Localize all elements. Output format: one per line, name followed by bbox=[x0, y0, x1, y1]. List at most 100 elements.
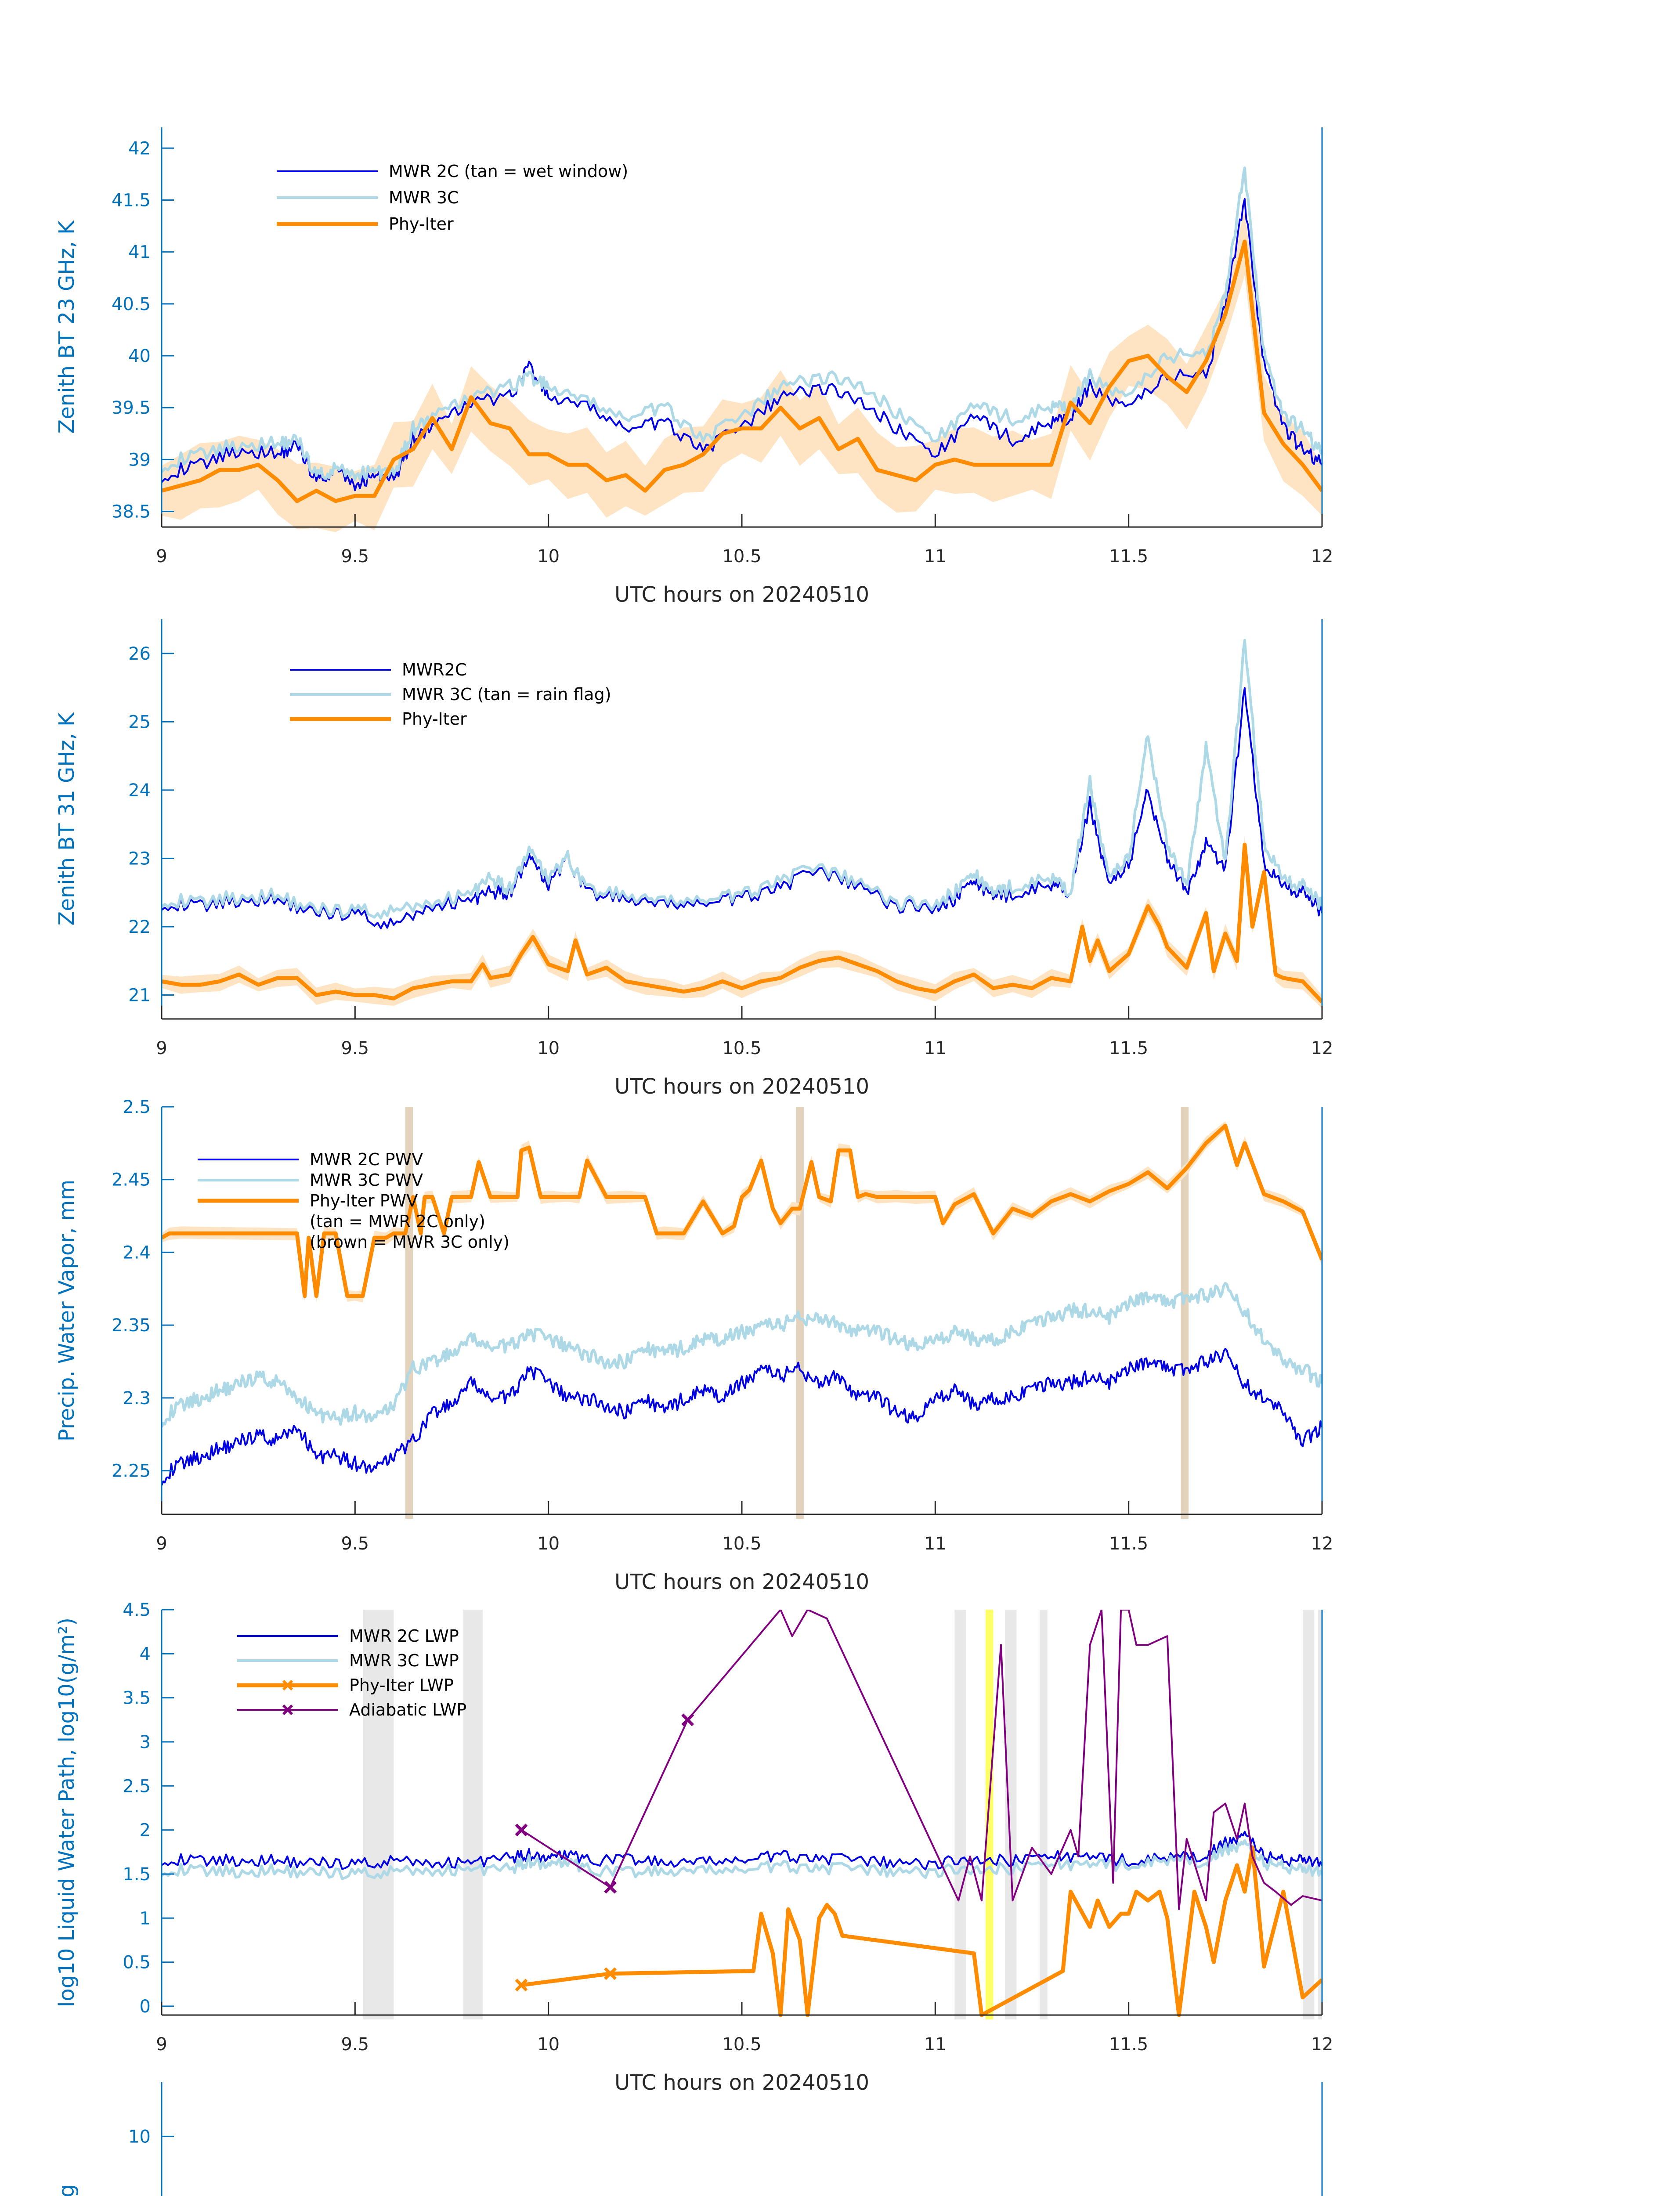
legend-label: Phy-Iter bbox=[389, 214, 454, 234]
legend-label: MWR 2C PWV bbox=[310, 1150, 423, 1169]
plot-area bbox=[162, 166, 1322, 532]
x-tick-label: 10.5 bbox=[722, 1038, 761, 1058]
highlight-window bbox=[1004, 1610, 1017, 2019]
uncertainty-band bbox=[162, 210, 1322, 532]
y-axis-label: Zenith BT 31 GHz, K bbox=[54, 712, 79, 926]
y-tick-label: 26 bbox=[128, 644, 151, 664]
x-tick-label: 10.5 bbox=[722, 2034, 761, 2055]
x-tick-label: 9.5 bbox=[341, 1534, 369, 1554]
x-tick-label: 11.5 bbox=[1109, 2034, 1148, 2055]
y-tick-label: 0.5 bbox=[123, 1953, 151, 1973]
x-tick-label: 11.5 bbox=[1109, 546, 1148, 567]
x-tick-label: 12 bbox=[1311, 1038, 1333, 1058]
legend-label: MWR 3C (tan = rain flag) bbox=[402, 685, 611, 704]
x-tick-label: 11.5 bbox=[1109, 1038, 1148, 1058]
legend-label: (brown = MWR 3C only) bbox=[310, 1232, 509, 1252]
x-tick-label: 10.5 bbox=[722, 1534, 761, 1554]
y-tick-label: 0 bbox=[140, 1997, 151, 2017]
legend-label: MWR 3C PWV bbox=[310, 1170, 423, 1190]
legend-label: MWR 2C (tan = wet window) bbox=[389, 162, 628, 181]
y-tick-label: 2.3 bbox=[123, 1388, 151, 1409]
x-tick-label: 9 bbox=[156, 2034, 167, 2055]
x-marker bbox=[604, 1881, 617, 1894]
legend-label: (tan = MWR 2C only) bbox=[310, 1212, 485, 1231]
y-tick-label: 21 bbox=[128, 986, 151, 1006]
y-tick-label: 2.5 bbox=[123, 1776, 151, 1796]
x-tick-label: 12 bbox=[1311, 1534, 1333, 1554]
y-tick-label: 2.4 bbox=[123, 1242, 151, 1263]
x-tick-label: 10 bbox=[537, 2034, 560, 2055]
x-tick-label: 10.5 bbox=[722, 546, 761, 567]
y-tick-label: 22 bbox=[128, 917, 151, 937]
highlight-window bbox=[463, 1610, 483, 2019]
y-tick-label: 39 bbox=[128, 450, 151, 470]
x-tick-label: 9 bbox=[156, 1534, 167, 1554]
legend-marker bbox=[282, 1704, 293, 1716]
x-tick-label: 11 bbox=[924, 546, 947, 567]
x-tick-label: 9.5 bbox=[341, 2034, 369, 2055]
y-tick-label: 24 bbox=[128, 780, 151, 801]
x-tick-label: 11 bbox=[924, 1038, 947, 1058]
series-mwr-3c bbox=[162, 166, 1322, 481]
x-tick-label: 11.5 bbox=[1109, 1534, 1148, 1554]
y-tick-label: 25 bbox=[128, 712, 151, 732]
highlight-window bbox=[954, 1610, 966, 2019]
x-tick-label: 12 bbox=[1311, 2034, 1333, 2055]
y-axis-label: MWR Phy Iter DQ Flag bbox=[54, 2184, 79, 2196]
y-tick-label: 42 bbox=[128, 138, 151, 159]
y-tick-label: 23 bbox=[128, 849, 151, 869]
x-marker bbox=[515, 1824, 528, 1837]
series-phy-iter-pwv bbox=[162, 1123, 1322, 1298]
y-tick-label: 41.5 bbox=[112, 190, 151, 210]
uncertainty-band bbox=[162, 835, 1322, 1009]
y-tick-label: 2.35 bbox=[112, 1315, 151, 1336]
y-tick-label: 2 bbox=[140, 1820, 151, 1841]
y-tick-label: 2.25 bbox=[112, 1461, 151, 1481]
y-tick-label: 40 bbox=[128, 346, 151, 366]
series-mwr-2c-lwp bbox=[162, 1831, 1322, 1871]
y-axis-label: Precip. Water Vapor, mm bbox=[54, 1180, 79, 1441]
x-tick-label: 10 bbox=[537, 546, 560, 567]
y-tick-label: 4 bbox=[140, 1644, 151, 1664]
series-phy-iter-lwp bbox=[521, 1846, 1322, 2017]
legend: MWR 2C (tan = wet window) MWR 3C Phy-Iter bbox=[277, 162, 628, 234]
plot-area bbox=[162, 1107, 1322, 1519]
y-tick-label: 3.5 bbox=[123, 1688, 151, 1708]
y-tick-label: 2.5 bbox=[123, 1097, 151, 1117]
series-mwr-3c-pwv bbox=[162, 1282, 1322, 1428]
highlight-window bbox=[1040, 1610, 1048, 2019]
series-adiabatic-lwp bbox=[520, 1610, 1322, 1911]
x-tick-label: 9 bbox=[156, 546, 167, 567]
legend-label: MWR 2C LWP bbox=[349, 1626, 459, 1646]
x-tick-label: 9.5 bbox=[341, 1038, 369, 1058]
highlight-window bbox=[985, 1610, 994, 2019]
y-tick-label: 4.5 bbox=[123, 1600, 151, 1620]
x-tick-label: 11 bbox=[924, 2034, 947, 2055]
y-tick-label: 10 bbox=[128, 2127, 151, 2147]
highlight-window bbox=[1181, 1107, 1189, 1519]
x-tick-label: 12 bbox=[1311, 546, 1333, 567]
legend: MWR 2C LWP MWR 3C LWP Phy-Iter LWP Adiabati… bbox=[237, 1626, 466, 1719]
panel-bt31: 9 9.5 10 10.5 11 11.5 12 21 22 23 24 25 26 UTC hours … bbox=[54, 619, 1333, 1099]
series-mwr-3c bbox=[162, 639, 1322, 920]
panel-pwv: 9 9.5 10 10.5 11 11.5 12 2.25 2.3 2.35 2.4 2.45 2.5 U… bbox=[54, 1097, 1333, 1594]
highlight-window bbox=[1302, 1610, 1315, 2019]
x-marker bbox=[604, 1967, 617, 1980]
x-tick-label: 11 bbox=[924, 1534, 947, 1554]
series-phy-iter bbox=[162, 239, 1322, 503]
x-axis-label: UTC hours on 20240510 bbox=[614, 1074, 869, 1099]
legend-label: MWR2C bbox=[402, 660, 466, 679]
panel-bt23: 9 9.5 10 10.5 11 11.5 12 38.5 39 39.5 40 40.5 41 41.5… bbox=[54, 127, 1333, 607]
x-axis-label: UTC hours on 20240510 bbox=[614, 1570, 869, 1594]
highlight-window bbox=[1318, 1610, 1322, 2019]
x-tick-label: 10 bbox=[537, 1038, 560, 1058]
legend-label: MWR 3C bbox=[389, 188, 459, 207]
x-tick-label: 9 bbox=[156, 1038, 167, 1058]
series-phy-iter bbox=[162, 842, 1322, 1004]
x-marker bbox=[681, 1713, 694, 1726]
x-axis-label: UTC hours on 20240510 bbox=[614, 582, 869, 607]
y-tick-label: 39.5 bbox=[112, 398, 151, 418]
